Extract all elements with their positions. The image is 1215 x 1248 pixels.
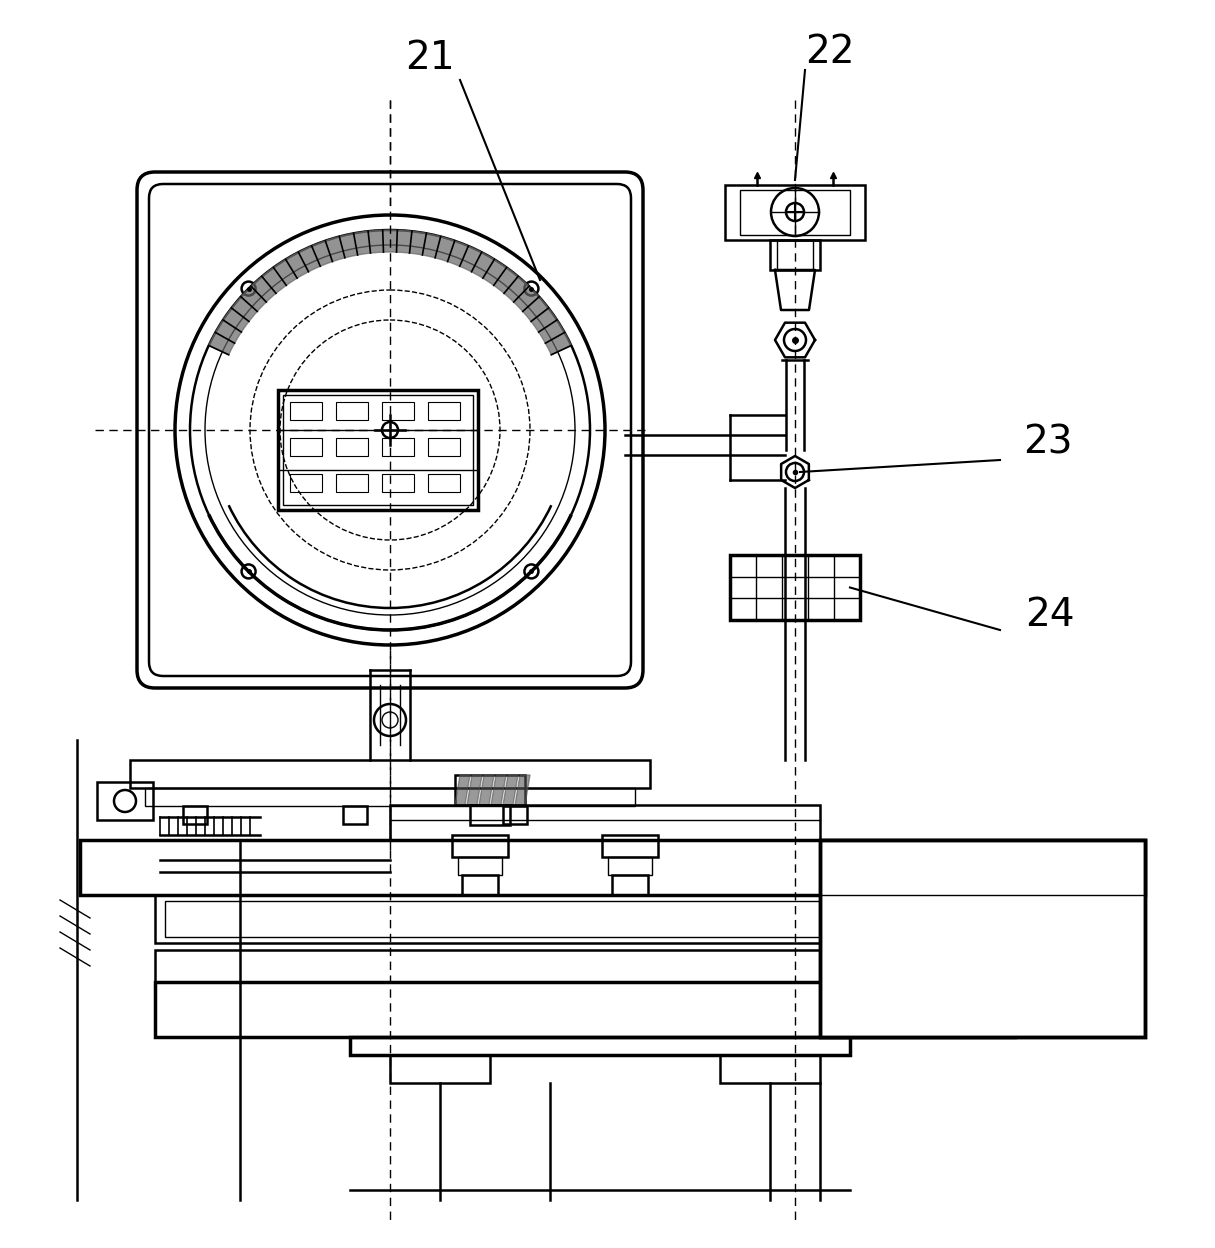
Bar (382, 402, 414, 421)
Bar (470, 805, 510, 825)
Bar (337, 402, 368, 421)
Polygon shape (491, 775, 505, 805)
Bar (612, 875, 648, 895)
Bar (337, 438, 368, 456)
Bar (382, 438, 414, 456)
Bar (428, 438, 460, 456)
Text: 21: 21 (405, 39, 454, 77)
Bar (290, 402, 322, 421)
Bar (820, 840, 1145, 1037)
Bar (156, 895, 1030, 943)
Bar (145, 787, 635, 806)
Text: 24: 24 (1025, 597, 1075, 634)
Bar (183, 806, 207, 824)
Bar (290, 474, 322, 492)
Bar (740, 190, 850, 235)
Polygon shape (479, 775, 495, 805)
Bar (278, 389, 477, 510)
Bar (720, 1055, 820, 1083)
Bar (156, 950, 1015, 982)
Text: 22: 22 (806, 32, 854, 71)
Bar (452, 835, 508, 857)
Bar (454, 775, 525, 805)
Bar (608, 857, 652, 875)
Bar (283, 396, 473, 505)
Bar (390, 805, 820, 840)
Bar (820, 840, 1145, 1037)
Bar (725, 185, 865, 240)
Text: 23: 23 (1023, 424, 1073, 462)
Polygon shape (209, 230, 571, 354)
Bar (290, 438, 322, 456)
Bar (730, 555, 860, 620)
Bar (390, 1055, 490, 1083)
Bar (458, 857, 502, 875)
Bar (350, 1037, 850, 1055)
Bar (778, 240, 813, 270)
Bar (462, 875, 498, 895)
Polygon shape (503, 775, 518, 805)
Bar (97, 782, 153, 820)
Polygon shape (515, 775, 530, 805)
Bar (156, 982, 1015, 1037)
Bar (343, 806, 367, 824)
Bar (770, 240, 820, 270)
Bar (337, 474, 368, 492)
Bar (503, 806, 527, 824)
Bar (601, 835, 659, 857)
Polygon shape (467, 775, 482, 805)
Bar (428, 402, 460, 421)
Bar (130, 760, 650, 787)
Bar (165, 901, 1021, 937)
Polygon shape (454, 775, 470, 805)
Bar (382, 474, 414, 492)
Bar (428, 474, 460, 492)
Bar (80, 840, 1145, 895)
